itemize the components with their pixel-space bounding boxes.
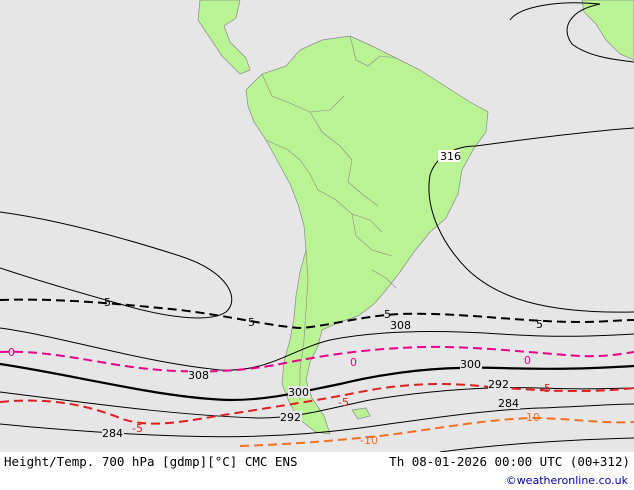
contour-labels: 316 308 308 300 300 292 292 284 284 5 5 …	[8, 150, 551, 447]
label-bg-300-south	[288, 386, 310, 398]
isotherm-0	[0, 345, 634, 373]
label-bg-316	[438, 150, 460, 162]
label-minus10-east: -10	[522, 411, 540, 424]
credit-link[interactable]: ©weatheronline.co.uk	[505, 474, 628, 487]
africa-landmass	[581, 0, 634, 61]
label-5-center: 5	[248, 316, 255, 329]
label-bg-300-east	[460, 358, 482, 370]
country-borders	[261, 35, 397, 400]
contour-308	[0, 327, 634, 371]
label-308-east: 308	[390, 319, 411, 332]
border-colombia	[261, 73, 345, 113]
isotherm-minus10	[239, 416, 634, 447]
label-5-west: 5	[104, 296, 111, 309]
isotherm-minus5	[0, 383, 634, 425]
label-bg-308-east	[390, 319, 412, 331]
contour-atlantic-trough	[509, 2, 634, 63]
border-paraguay	[351, 213, 393, 257]
label-bg-284-west	[102, 427, 124, 439]
border-guianas	[349, 35, 397, 67]
label-284-west: 284	[102, 427, 123, 440]
label-bg-292-south	[280, 411, 302, 423]
border-chile-argentina	[299, 249, 309, 400]
label-0-east: 0	[524, 354, 531, 367]
falkland-islands	[351, 407, 371, 420]
label-minus5-west: -5	[132, 422, 143, 435]
central-america-landmass	[197, 0, 251, 75]
border-peru	[265, 139, 319, 191]
label-minus10-south: -10	[360, 434, 378, 447]
contour-western-ridge	[0, 211, 233, 319]
map-footer: Height/Temp. 700 hPa [gdmp][°C] CMC ENS …	[0, 452, 634, 490]
label-300-south: 300	[288, 386, 309, 399]
valid-time: Th 08-01-2026 00:00 UTC (00+312)	[389, 454, 630, 469]
contour-276	[439, 437, 634, 453]
map-title: Height/Temp. 700 hPa [gdmp][°C] CMC ENS	[4, 454, 298, 469]
label-308-west: 308	[188, 369, 209, 382]
label-bg-292-east	[488, 378, 510, 390]
contour-300	[0, 362, 634, 402]
label-5-coast: 5	[384, 308, 391, 321]
temperature-isotherms	[0, 298, 634, 447]
label-0-west: 0	[8, 346, 15, 359]
label-bg-284-east	[498, 397, 520, 409]
label-minus5-east: -5	[540, 382, 551, 395]
label-5-east: 5	[536, 318, 543, 331]
label-0-center: 0	[350, 356, 357, 369]
label-300-east: 300	[460, 358, 481, 371]
border-uruguay	[371, 269, 397, 289]
label-284-east: 284	[498, 397, 519, 410]
label-minus5-center: -5	[338, 396, 349, 409]
contour-292	[0, 387, 634, 419]
label-316: 316	[440, 150, 461, 163]
contour-316-loop	[428, 174, 634, 313]
border-brazil-west	[309, 111, 379, 207]
label-292-east: 292	[488, 378, 509, 391]
label-bg-308-west	[188, 369, 210, 381]
label-292-south: 292	[280, 411, 301, 424]
isotherm-5	[0, 298, 634, 330]
